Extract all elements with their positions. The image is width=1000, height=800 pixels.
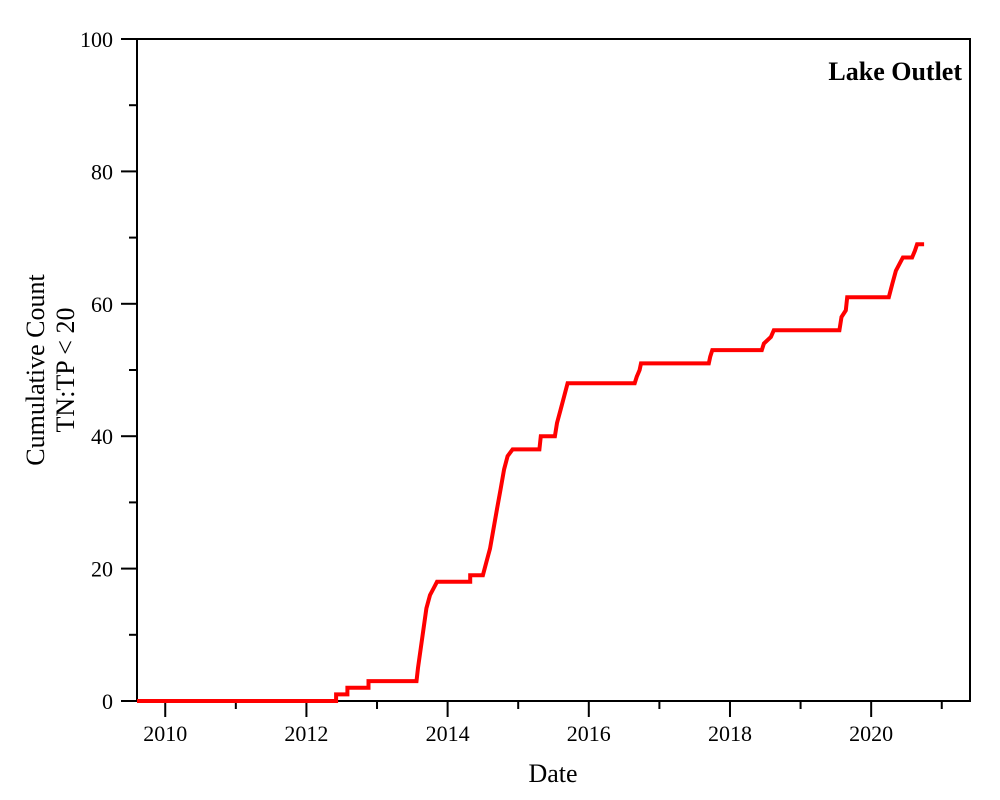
x-axis-title: Date	[528, 759, 577, 788]
series-line	[137, 242, 925, 703]
y-axis-title-line-1: Cumulative Count	[21, 274, 50, 466]
x-axis-ticks: 2010 2012 2014 2016 2018 2020	[143, 701, 943, 746]
x-tick-label: 2016	[567, 721, 611, 746]
plot-frame	[136, 38, 971, 702]
x-tick-label: 2010	[143, 721, 187, 746]
y-tick-label: 20	[91, 557, 113, 582]
y-tick-label: 100	[80, 27, 113, 52]
series-layer	[137, 242, 925, 703]
x-tick-label: 2014	[426, 721, 470, 746]
y-tick-label: 80	[91, 159, 113, 184]
y-tick-label: 0	[102, 689, 113, 714]
x-tick-label: 2020	[849, 721, 893, 746]
y-tick-label: 60	[91, 292, 113, 317]
y-axis-ticks: 0 20 40 60 80 100	[80, 27, 137, 714]
x-tick-label: 2012	[284, 721, 328, 746]
y-tick-label: 40	[91, 424, 113, 449]
y-axis-title-line-2: TN:TP < 20	[51, 308, 80, 433]
x-tick-label: 2018	[708, 721, 752, 746]
panel-annotation: Lake Outlet	[828, 57, 962, 86]
